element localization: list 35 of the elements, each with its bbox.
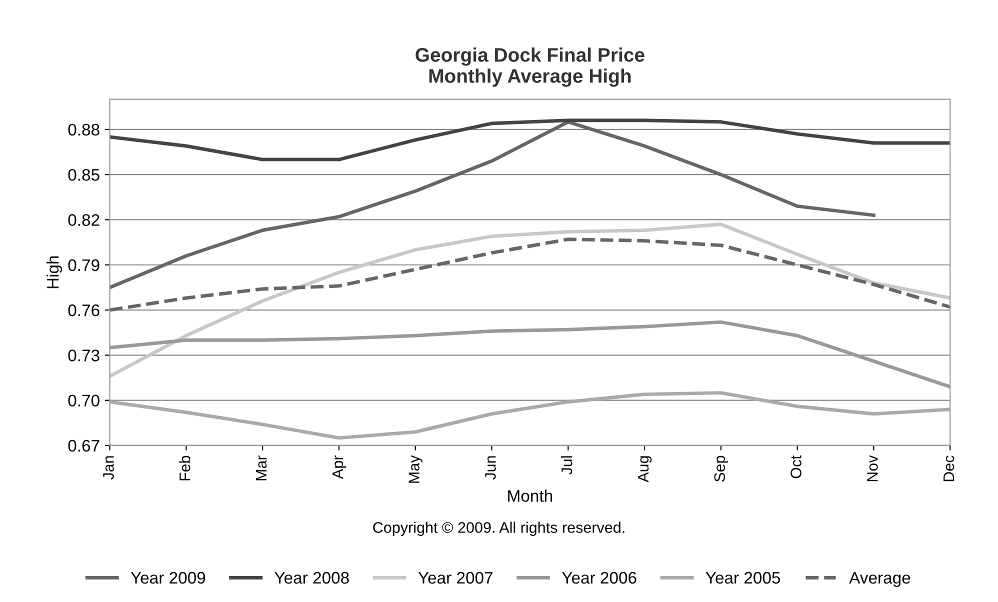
x-tick-label: Jun xyxy=(485,456,496,480)
y-tick-label: 0.85 xyxy=(68,168,100,181)
y-tick-label: 0.73 xyxy=(68,350,100,362)
y-tick-label: 0.79 xyxy=(68,259,100,272)
legend-label: Year 2008 xyxy=(274,572,349,584)
y-tick-label: 0.70 xyxy=(68,394,100,407)
legend-label: Year 2009 xyxy=(130,572,206,584)
x-tick-label: Feb xyxy=(179,456,190,480)
x-axis-title: Month xyxy=(508,490,552,502)
y-tick-label: 0.88 xyxy=(68,124,100,136)
x-tick-label: Aug xyxy=(638,456,652,482)
legend-label: Year 2006 xyxy=(562,572,636,584)
y-axis-title: High xyxy=(46,256,62,288)
x-tick-label: Oct xyxy=(790,455,802,478)
x-tick-label: Jul xyxy=(561,456,572,474)
x-tick-label: Sep xyxy=(714,456,728,482)
x-tick-label: Dec xyxy=(944,456,954,482)
y-tick-label: 0.76 xyxy=(68,304,100,316)
line-series xyxy=(110,391,950,440)
line-series xyxy=(110,120,876,290)
chart-title: Georgia Dock Final Price Monthly Average High xyxy=(416,48,644,87)
legend-label: Average xyxy=(849,572,910,587)
line-series xyxy=(110,238,950,312)
x-tick-label: Apr xyxy=(332,455,346,479)
line-series xyxy=(110,118,950,162)
y-tick-label: 0.67 xyxy=(68,440,100,452)
text: Copyright © 2009. All rights reserved. xyxy=(373,522,624,536)
y-tick-label: 0.82 xyxy=(68,214,100,226)
x-tick-label: Mar xyxy=(256,455,267,480)
legend-label: Year 2005 xyxy=(706,572,780,584)
legend-label: Year 2007 xyxy=(418,572,492,584)
x-tick-label: Nov xyxy=(867,455,878,482)
line-series xyxy=(110,222,950,378)
x-tick-label: Jan xyxy=(103,456,114,480)
x-tick-label: May xyxy=(408,455,422,483)
